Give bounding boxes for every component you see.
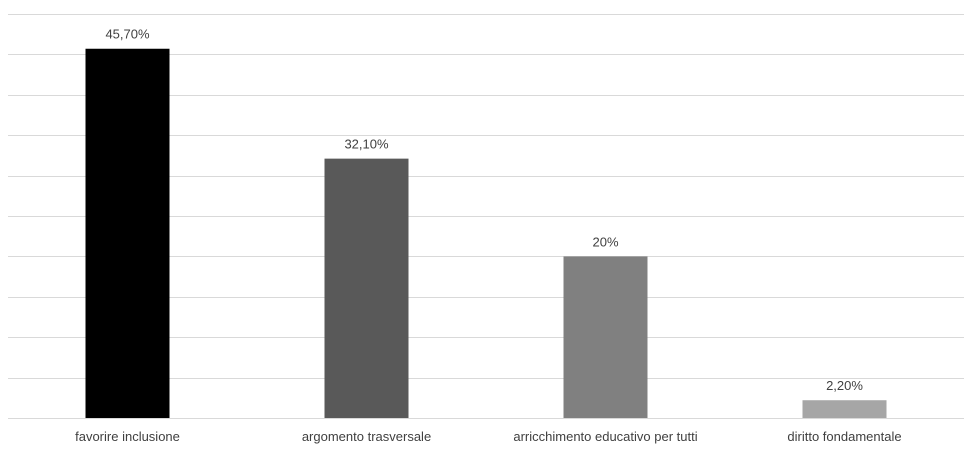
data-label-1: 45,70% (105, 27, 150, 42)
x-tick-labels: favorire inclusione argomento trasversale… (75, 429, 901, 444)
bar-3 (563, 256, 648, 418)
x-tick-label-3: arricchimento educativo per tutti (513, 429, 697, 444)
data-label-2: 32,10% (344, 137, 389, 152)
x-tick-label-2: argomento trasversale (302, 429, 431, 444)
bar-2 (324, 158, 409, 418)
x-tick-label-1: favorire inclusione (75, 429, 180, 444)
data-label-3: 20% (592, 234, 618, 249)
bar-4 (802, 400, 887, 418)
data-labels: 45,70% 32,10% 20% 2,20% (105, 27, 863, 393)
data-label-4: 2,20% (826, 378, 863, 393)
bars (85, 48, 887, 419)
x-tick-label-4: diritto fondamentale (787, 429, 901, 444)
bar-1 (85, 48, 170, 419)
